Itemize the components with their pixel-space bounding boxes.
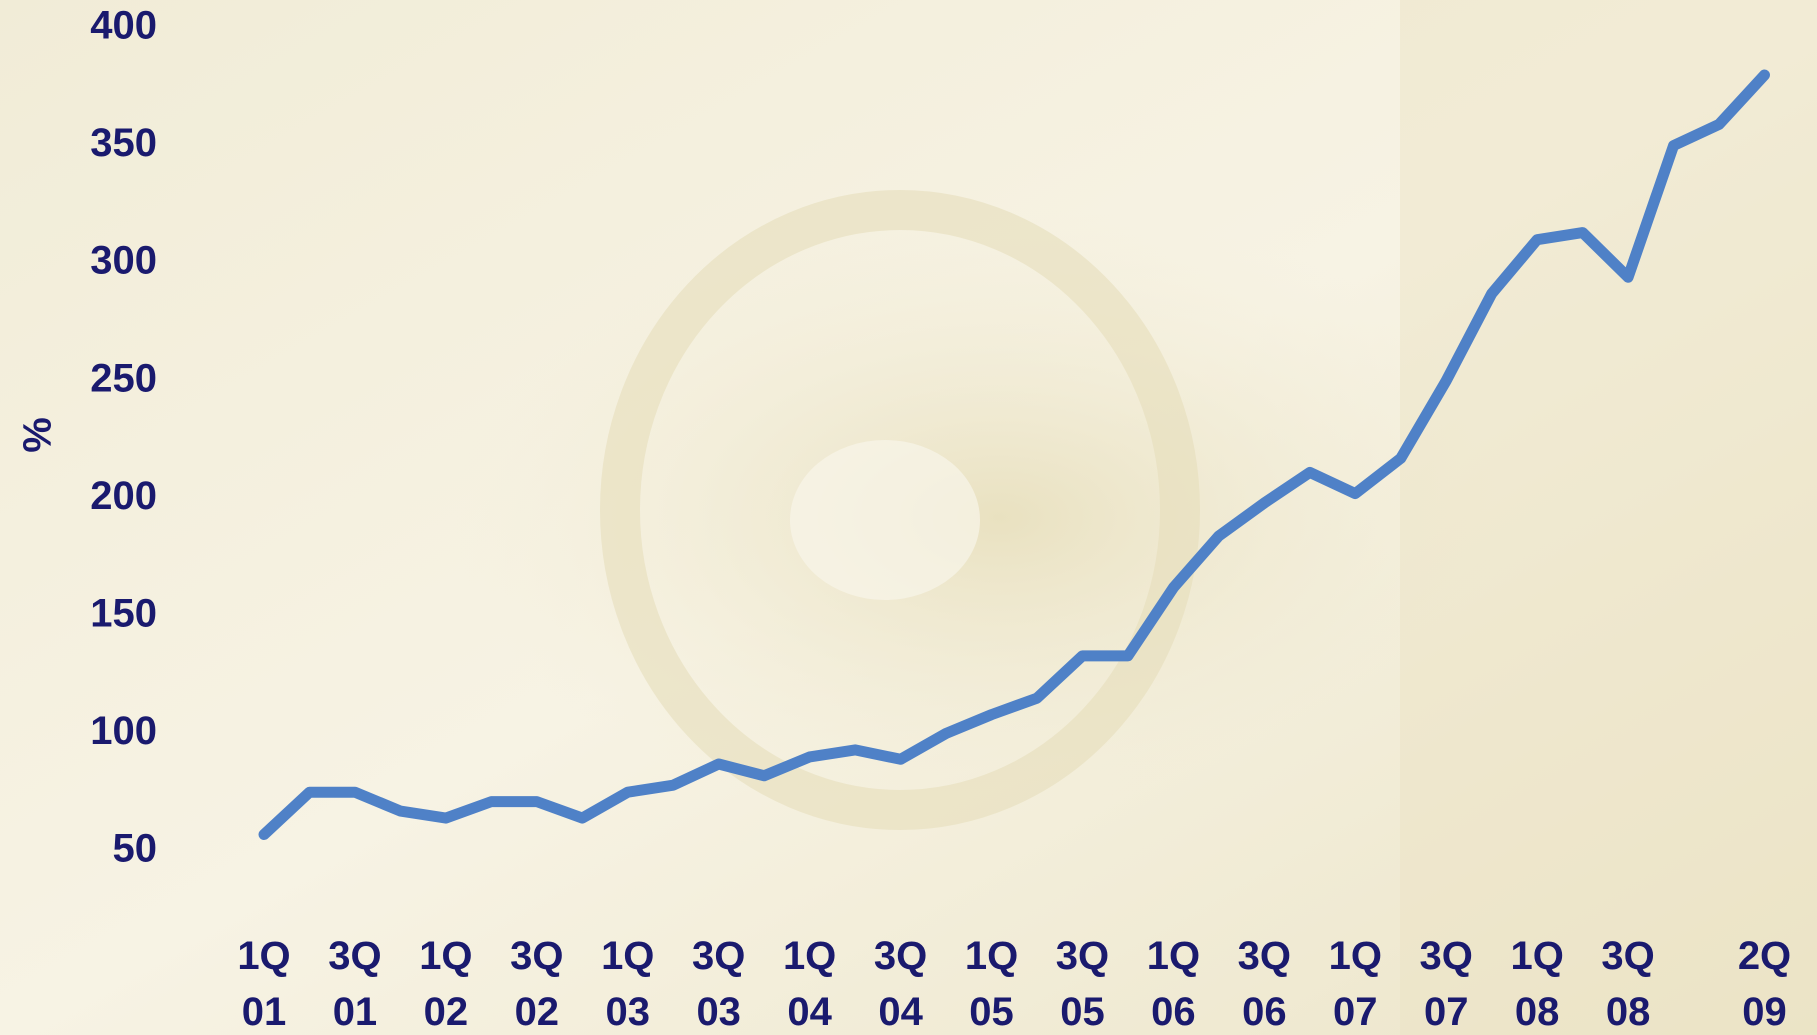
- x-tick-label: 2Q 09: [1737, 934, 1792, 1034]
- x-tick-label: 3Q 04: [873, 934, 928, 1034]
- x-tick-label: 1Q 01: [237, 934, 291, 1034]
- x-tick-label: 1Q 02: [419, 934, 473, 1034]
- y-tick-label: 250: [90, 356, 157, 400]
- y-tick-label: 400: [90, 4, 157, 48]
- x-tick-label: 3Q 08: [1601, 934, 1655, 1034]
- x-tick-label: 1Q 03: [601, 934, 655, 1034]
- x-tick-label: 3Q 02: [510, 934, 564, 1034]
- y-tick-label: 200: [90, 474, 157, 518]
- x-tick-label: 1Q 08: [1510, 934, 1564, 1034]
- note-edge: [1400, 0, 1817, 1035]
- y-tick-label: 150: [90, 591, 157, 635]
- x-tick-label: 3Q 06: [1237, 934, 1291, 1034]
- seal-ring: [600, 190, 1200, 830]
- x-tick-label: 1Q 05: [964, 934, 1019, 1034]
- data-line: [258, 69, 1771, 841]
- y-tick-label: 300: [90, 239, 157, 283]
- y-tick-label: 100: [90, 709, 157, 753]
- y-axis-label: %: [16, 417, 60, 453]
- x-tick-label: 3Q 03: [692, 934, 746, 1034]
- x-tick-label: 1Q 07: [1328, 934, 1382, 1034]
- x-tick-label: 3Q 05: [1055, 934, 1110, 1034]
- seal-center: [790, 440, 980, 600]
- x-tick-label: 1Q 04: [782, 934, 837, 1034]
- y-tick-label: 350: [90, 121, 157, 165]
- x-tick-label: 1Q 06: [1146, 934, 1201, 1034]
- x-tick-label: 3Q 01: [328, 934, 382, 1034]
- y-tick-label: 50: [113, 827, 158, 871]
- x-tick-label: 3Q 07: [1419, 934, 1473, 1034]
